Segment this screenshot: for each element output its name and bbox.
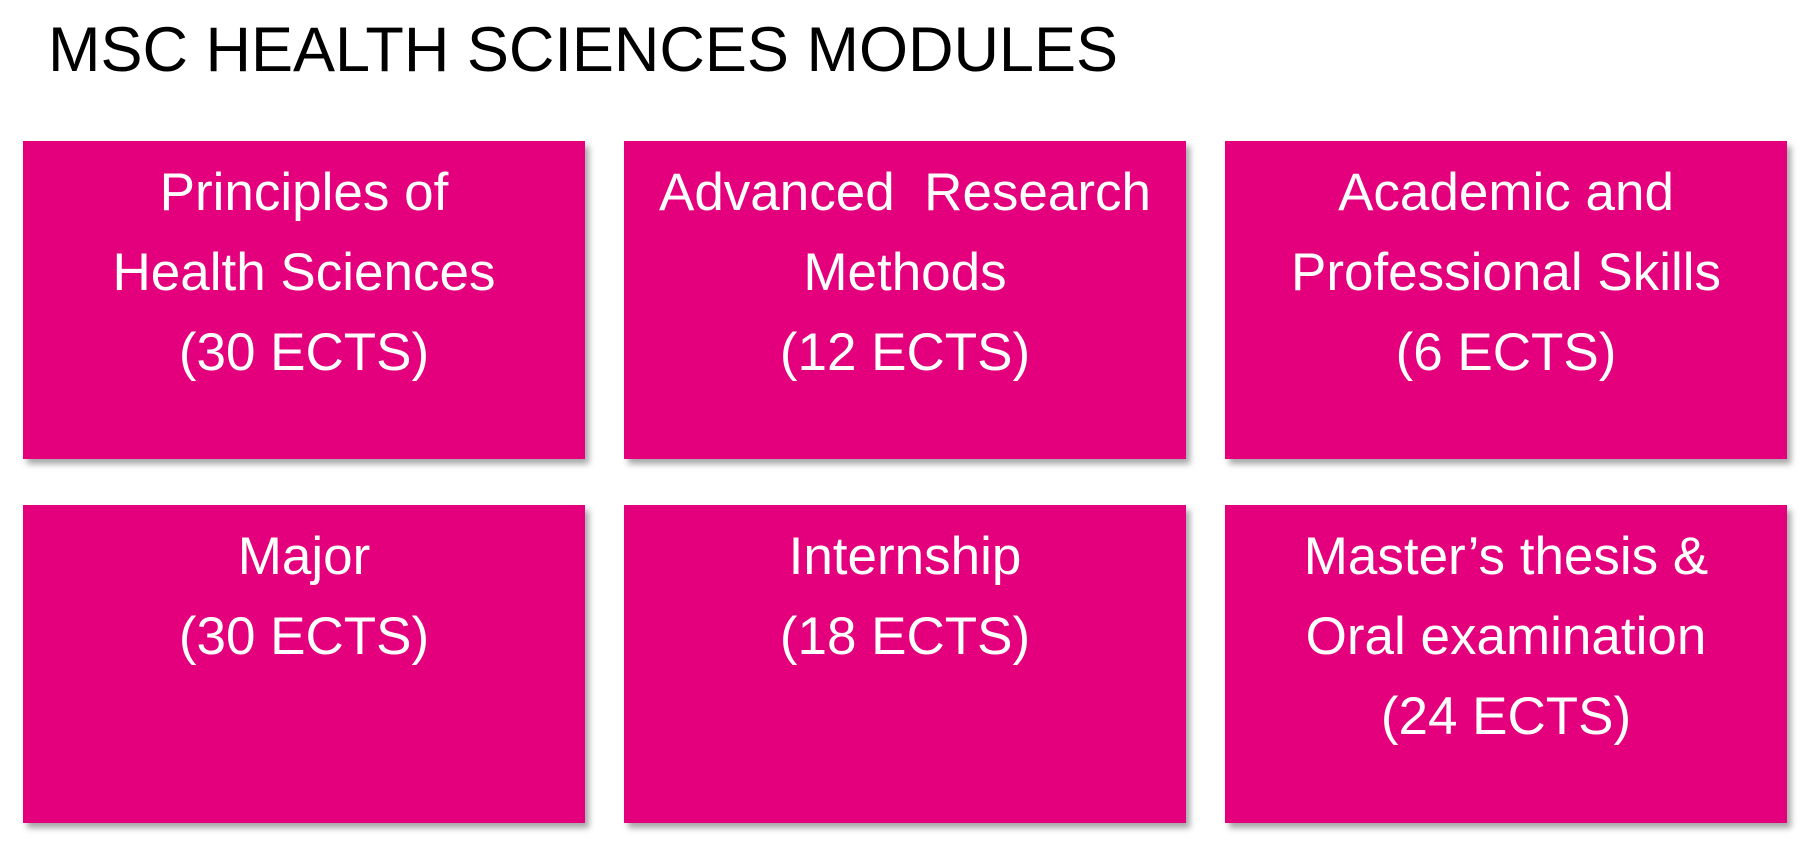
module-ects: (24 ECTS) xyxy=(1380,687,1632,746)
module-name-line: Principles of xyxy=(159,163,449,222)
page-title: MSC HEALTH SCIENCES MODULES xyxy=(48,15,1119,85)
module-name-line: Advanced Research xyxy=(658,163,1151,222)
module-name-line: Master’s thesis & xyxy=(1303,527,1709,586)
module-name-line: Health Sciences xyxy=(112,243,496,302)
module-name-line: Professional Skills xyxy=(1290,243,1722,302)
module-masters-thesis: Master’s thesis & Oral examination (24 E… xyxy=(1225,505,1787,823)
module-ects: (6 ECTS) xyxy=(1395,323,1617,382)
module-principles-of-health-sciences: Principles of Health Sciences (30 ECTS) xyxy=(23,141,585,459)
module-name-line: Major xyxy=(237,527,371,586)
module-internship: Internship (18 ECTS) xyxy=(624,505,1186,823)
module-name-line: Internship xyxy=(788,527,1022,586)
module-ects: (18 ECTS) xyxy=(779,607,1031,666)
module-ects: (30 ECTS) xyxy=(178,607,430,666)
module-major: Major (30 ECTS) xyxy=(23,505,585,823)
module-ects: (12 ECTS) xyxy=(779,323,1031,382)
module-advanced-research-methods: Advanced Research Methods (12 ECTS) xyxy=(624,141,1186,459)
module-name-line: Oral examination xyxy=(1305,607,1707,666)
module-ects: (30 ECTS) xyxy=(178,323,430,382)
module-name-line: Methods xyxy=(803,243,1007,302)
module-name-line: Academic and xyxy=(1338,163,1674,222)
module-academic-professional-skills: Academic and Professional Skills (6 ECTS… xyxy=(1225,141,1787,459)
